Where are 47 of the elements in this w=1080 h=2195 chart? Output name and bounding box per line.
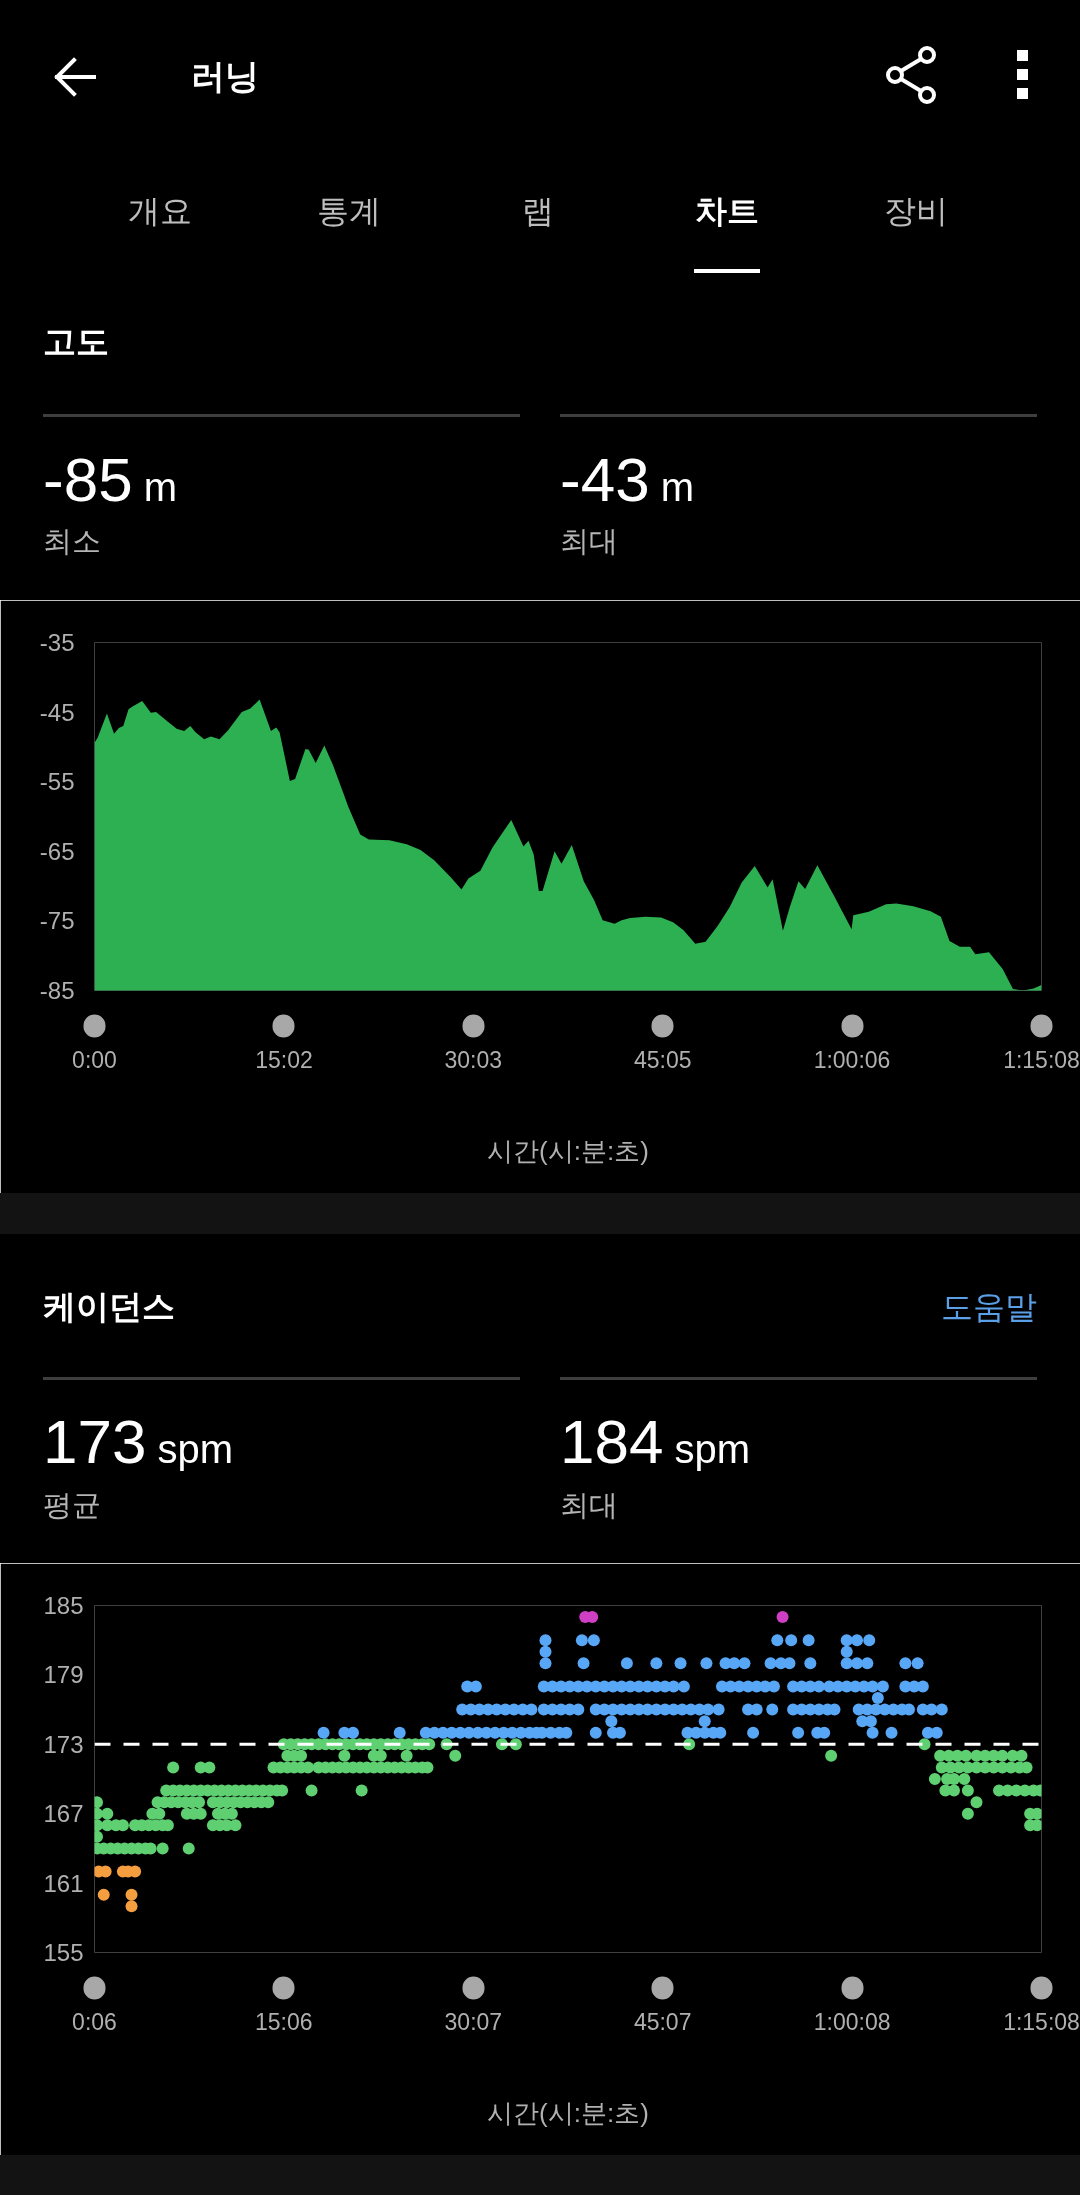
y-tick-label: -85: [39, 977, 75, 1004]
text: 러닝: [191, 56, 259, 97]
point: [97, 1888, 110, 1901]
y-tick-label: 185: [43, 1592, 84, 1619]
x-tick-label: 30:03: [444, 1046, 503, 1073]
x-axis-title: 시간(시:분:초): [487, 1135, 649, 1166]
text: 통계: [317, 193, 381, 229]
text: 장비: [884, 193, 948, 229]
y-tick-label: 161: [43, 1869, 84, 1897]
x-tick-label: 15:06: [255, 2008, 313, 2035]
x-tick-label: 1:00:08: [813, 2008, 891, 2035]
x-tick-label: 15:02: [255, 1046, 313, 1073]
text: 최대: [560, 524, 618, 559]
point: [125, 1900, 138, 1913]
chart-title: 고도: [43, 322, 109, 362]
text: 최소: [43, 524, 101, 559]
y-tick-label: -55: [39, 768, 75, 796]
y-tick-label: -75: [39, 907, 75, 935]
text: 평균: [43, 1488, 101, 1523]
x-tick-label: 1:15:08: [1003, 2008, 1080, 2035]
x-tick-label: 1:00:06: [813, 1046, 891, 1073]
point: [125, 1888, 138, 1901]
text: 173 spm: [43, 1407, 234, 1476]
x-tick-label: 45:05: [633, 1046, 692, 1073]
y-tick-label: 167: [43, 1800, 84, 1828]
text: 최대: [560, 1488, 618, 1523]
text: 랩: [522, 193, 554, 229]
y-tick-label: 173: [43, 1730, 84, 1758]
x-tick-label: 1:15:08: [1003, 1046, 1080, 1073]
x-tick-label: 45:07: [633, 2008, 692, 2035]
text: 184 spm: [560, 1407, 751, 1476]
chart-title: 케이던스: [43, 1287, 175, 1327]
text: 도움말: [941, 1288, 1037, 1327]
text: -43 m: [560, 445, 695, 514]
y-tick-label: -65: [39, 837, 75, 865]
text: -85 m: [43, 445, 178, 514]
y-tick-label: 179: [43, 1661, 84, 1689]
x-tick-label: 30:07: [444, 2008, 503, 2035]
y-tick-label: -45: [39, 698, 75, 726]
x-axis-title: 시간(시:분:초): [487, 2097, 649, 2128]
text: 개요: [128, 193, 192, 229]
y-tick-label: 155: [43, 1939, 84, 1966]
y-tick-label: -35: [39, 629, 75, 656]
point: [776, 1611, 789, 1624]
x-tick-label: 0:00: [72, 1046, 117, 1073]
x-tick-label: 0:06: [72, 2008, 117, 2035]
text: 차트: [695, 193, 759, 229]
